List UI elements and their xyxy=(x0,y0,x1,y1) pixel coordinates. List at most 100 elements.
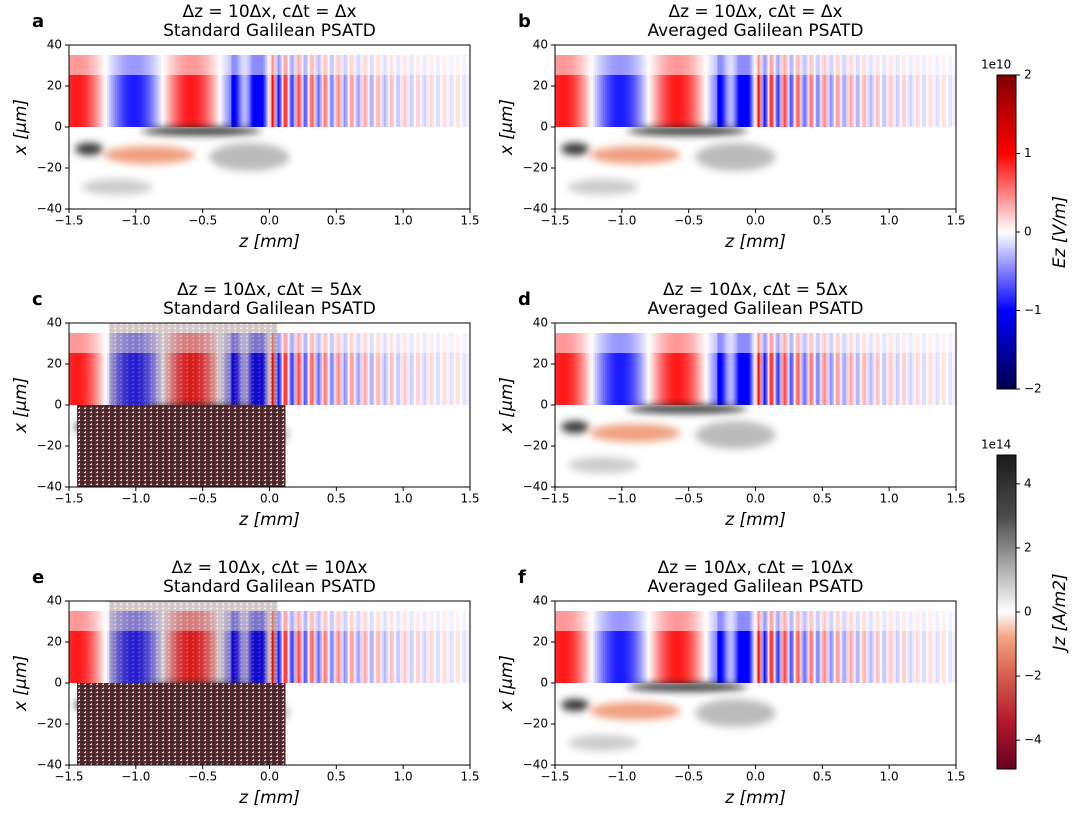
field-stripe xyxy=(303,55,307,127)
field-stripe xyxy=(565,611,568,683)
field-stripe xyxy=(885,611,889,683)
field-stripe xyxy=(107,611,110,683)
field-stripe xyxy=(769,333,773,405)
field-stripe xyxy=(181,55,184,127)
field-stripe xyxy=(379,55,383,127)
y-axis-label: x [μm] xyxy=(11,99,31,156)
field-stripe xyxy=(175,55,178,127)
field-stripe xyxy=(615,55,618,127)
field-stripe xyxy=(263,55,267,127)
field-stripe xyxy=(909,611,913,683)
field-stripe xyxy=(295,333,299,405)
field-stripe xyxy=(561,611,564,683)
field-stripe xyxy=(799,611,803,683)
field-stripe xyxy=(411,611,415,683)
field-stripe xyxy=(709,55,712,127)
field-stripe xyxy=(885,55,889,127)
field-stripe xyxy=(747,333,751,405)
field-stripe xyxy=(813,55,817,127)
y-axis-label: x [μm] xyxy=(11,377,31,434)
field-stripe xyxy=(851,55,855,127)
field-stripe xyxy=(921,333,925,405)
field-stripe xyxy=(373,611,377,683)
field-stripe xyxy=(353,333,357,405)
field-stripe xyxy=(923,611,927,683)
x-tick-label: −1.5 xyxy=(54,770,83,784)
field-stripe xyxy=(261,55,265,127)
plasma-wake xyxy=(561,683,776,751)
field-stripe xyxy=(635,55,638,127)
field-stripe xyxy=(453,611,457,683)
field-stripe xyxy=(281,333,285,405)
field-image xyxy=(69,601,470,765)
field-stripe xyxy=(441,55,445,127)
field-stripe xyxy=(881,611,885,683)
field-stripe xyxy=(321,55,325,127)
colorbar-label: Jz [A/m2] xyxy=(1050,573,1070,653)
field-stripe xyxy=(601,611,604,683)
field-stripe xyxy=(105,333,108,405)
field-stripe xyxy=(907,611,911,683)
field-stripe xyxy=(347,55,351,127)
field-stripe xyxy=(363,611,367,683)
field-stripe xyxy=(325,333,329,405)
panel-label: c xyxy=(32,289,43,310)
field-stripe xyxy=(685,611,688,683)
field-stripe xyxy=(559,55,562,127)
field-stripe xyxy=(185,55,188,127)
field-stripe xyxy=(567,611,570,683)
x-tick-label: 1.5 xyxy=(946,770,965,784)
field-stripe xyxy=(751,611,755,683)
field-stripe xyxy=(357,611,361,683)
field-stripe xyxy=(641,55,644,127)
field-stripe xyxy=(287,611,291,683)
field-stripe xyxy=(353,55,357,127)
wake xyxy=(568,179,639,195)
field-stripe xyxy=(397,55,401,127)
field-stripe xyxy=(855,611,859,683)
field-stripe xyxy=(669,55,672,127)
field-stripe xyxy=(601,333,604,405)
panel-title: Δz = 10Δx, cΔt = 5Δx xyxy=(663,280,848,300)
field-stripe xyxy=(839,333,843,405)
field-stripe xyxy=(721,333,725,405)
field-stripe xyxy=(377,55,381,127)
field-stripe xyxy=(657,55,660,127)
field-stripe xyxy=(797,333,801,405)
field-stripe xyxy=(313,333,317,405)
field-stripe xyxy=(461,611,465,683)
field-stripe xyxy=(87,611,90,683)
field-stripe xyxy=(621,55,624,127)
x-tick-label: −1.0 xyxy=(607,214,636,228)
field-stripe xyxy=(737,333,741,405)
field-stripe xyxy=(295,55,299,127)
field-stripe xyxy=(365,55,369,127)
field-stripe xyxy=(69,611,72,683)
colorbar-tick-label: −2 xyxy=(1024,382,1042,396)
field-stripe xyxy=(953,611,956,683)
field-stripe xyxy=(387,55,391,127)
field-stripe xyxy=(623,333,626,405)
field-stripe xyxy=(925,611,929,683)
field-stripe xyxy=(739,55,743,127)
field-stripe xyxy=(793,333,797,405)
field-stripe xyxy=(863,333,867,405)
field-stripe xyxy=(569,611,572,683)
fade xyxy=(555,323,956,353)
field-stripe xyxy=(647,333,650,405)
field-stripe xyxy=(193,55,196,127)
field-stripe xyxy=(897,55,901,127)
field-stripe xyxy=(141,55,144,127)
field-stripe xyxy=(641,611,644,683)
field-stripe xyxy=(817,55,821,127)
field-stripe xyxy=(455,611,459,683)
field-stripe xyxy=(329,611,333,683)
field-stripe xyxy=(213,55,216,127)
field-stripe xyxy=(857,611,861,683)
field-stripe xyxy=(641,333,644,405)
field-stripe xyxy=(373,333,377,405)
field-stripe xyxy=(187,55,190,127)
field-stripe xyxy=(203,55,206,127)
field-stripe xyxy=(895,333,899,405)
wake xyxy=(568,735,639,751)
